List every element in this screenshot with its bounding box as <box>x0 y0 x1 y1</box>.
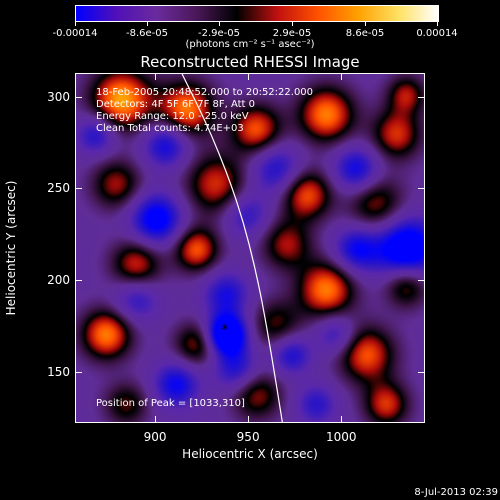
colorbar <box>75 5 439 22</box>
colorbar-tick-label: -8.6e-05 <box>126 28 168 39</box>
colorbar-tick-label: 2.9e-05 <box>272 28 312 39</box>
x-axis-label: Heliocentric X (arcsec) <box>182 447 318 461</box>
colorbar-tick-mark <box>219 21 220 26</box>
colorbar-tick-label: -2.9e-05 <box>198 28 240 39</box>
plot-overlay: * <box>181 74 283 422</box>
y-tick-label: 150 <box>47 364 70 379</box>
x-tick-label: 950 <box>236 430 260 444</box>
y-axis-label: Heliocentric Y (arcsec) <box>4 180 18 316</box>
y-axis-tick <box>418 280 425 282</box>
info-time-range: 18-Feb-2005 20:48:52.000 to 20:52:22.000 <box>96 87 314 98</box>
y-axis-tick <box>418 371 425 373</box>
x-tick-label: 1000 <box>325 430 357 444</box>
y-axis-tick <box>75 188 82 190</box>
colorbar-tick-label: 8.6e-05 <box>345 28 385 39</box>
colorbar-tick-mark <box>147 21 148 26</box>
x-axis-tick <box>248 416 250 423</box>
y-tick-label: 300 <box>47 89 70 104</box>
colorbar-tick-label: 0.00014 <box>416 28 458 39</box>
y-tick-label: 200 <box>47 273 70 288</box>
plot-title: Reconstructed RHESSI Image <box>140 53 360 71</box>
colorbar-units-label: (photons cm⁻² s⁻¹ asec⁻²) <box>185 39 315 50</box>
info-detectors: Detectors: 4F 5F 6F 7F 8F, Att 0 <box>96 99 256 110</box>
y-axis-tick <box>418 96 425 98</box>
solar-limb-curve <box>181 74 283 422</box>
peak-marker: * <box>222 323 229 338</box>
y-axis-tick <box>75 280 82 282</box>
plot-area: * 18-Feb-2005 20:48:52.000 to 20:52:22.0… <box>75 73 425 423</box>
info-total-counts: Clean Total counts: 4.74E+03 <box>96 123 244 134</box>
x-tick-label: 900 <box>143 430 167 444</box>
colorbar-tick-mark <box>365 21 366 26</box>
info-energy-range: Energy Range: 12.0 - 25.0 keV <box>96 111 249 122</box>
x-axis-tick <box>155 416 157 423</box>
x-axis-tick <box>341 73 343 80</box>
colorbar-tick-mark <box>292 21 293 26</box>
timestamp: 8-Jul-2013 02:39 <box>414 487 498 498</box>
y-axis-tick <box>75 96 82 98</box>
y-axis-tick <box>418 188 425 190</box>
x-axis-tick <box>155 73 157 80</box>
y-tick-label: 250 <box>47 181 70 196</box>
peak-position-label: Position of Peak = [1033,310] <box>96 398 245 409</box>
colorbar-tick-label: -0.00014 <box>52 28 98 39</box>
colorbar-tick-mark <box>75 21 76 26</box>
x-axis-tick <box>341 416 343 423</box>
x-axis-tick <box>248 73 250 80</box>
colorbar-tick-mark <box>437 21 438 26</box>
y-axis-tick <box>75 371 82 373</box>
